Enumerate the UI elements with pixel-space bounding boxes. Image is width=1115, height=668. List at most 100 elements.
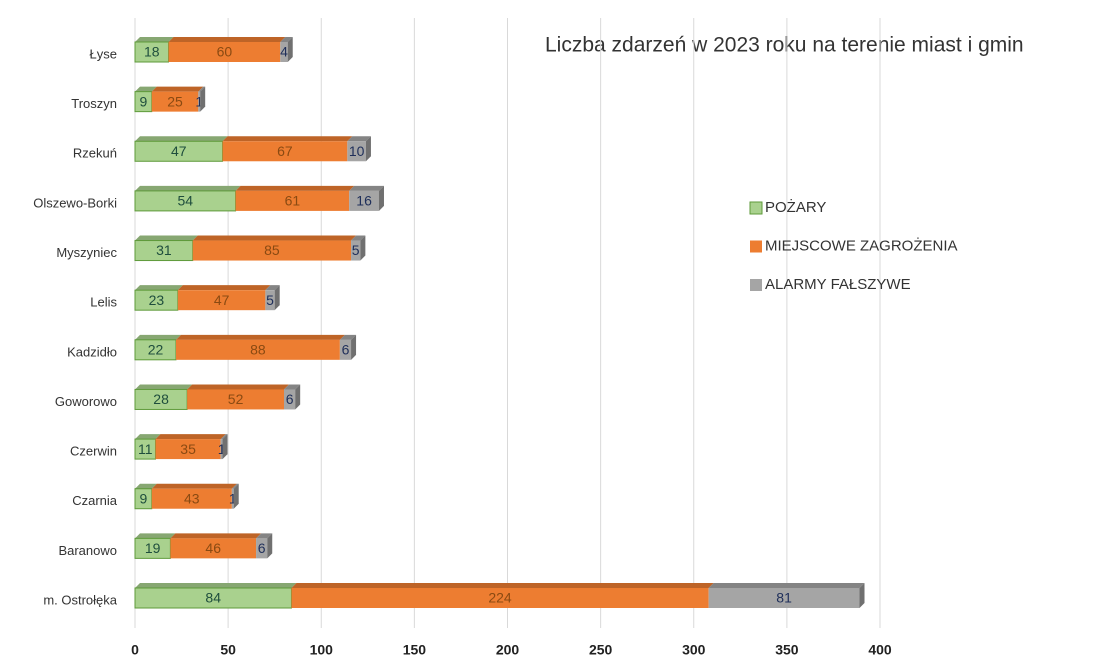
value-label: 11 — [138, 441, 153, 457]
value-label: 224 — [488, 590, 512, 606]
value-label: 25 — [167, 93, 183, 109]
bar-top — [265, 285, 280, 291]
bar — [151, 91, 199, 112]
bar — [256, 538, 268, 559]
x-tick-label: 350 — [775, 642, 799, 658]
bar-side — [200, 86, 206, 112]
value-label: 1 — [195, 93, 203, 109]
value-label: 81 — [776, 590, 792, 606]
bar-side — [859, 583, 865, 608]
category-label: Czarnia — [72, 493, 118, 508]
value-label: 6 — [258, 540, 266, 556]
bar-side — [351, 334, 357, 360]
value-label: 35 — [180, 441, 196, 457]
bar-top — [135, 185, 241, 191]
bar-top — [177, 285, 271, 291]
bar — [351, 240, 361, 261]
bar-top — [347, 136, 371, 142]
bar-side — [222, 434, 228, 460]
value-label: 1 — [229, 490, 237, 506]
category-label: Myszyniec — [56, 245, 117, 260]
value-label: 88 — [250, 342, 266, 358]
value-label: 9 — [139, 93, 147, 109]
bar-side — [365, 136, 371, 162]
value-label: 61 — [285, 193, 301, 209]
value-label: 19 — [145, 540, 161, 556]
value-label: 10 — [349, 143, 365, 159]
value-label: 46 — [205, 540, 221, 556]
bar — [151, 488, 232, 509]
bar-top — [135, 334, 181, 340]
bar-side — [295, 384, 301, 410]
bar-top — [235, 185, 355, 191]
bar-side — [360, 235, 366, 261]
value-label: 18 — [144, 44, 160, 60]
x-tick-label: 200 — [496, 642, 520, 658]
bar-top — [291, 583, 714, 588]
category-label: Troszyn — [71, 96, 117, 111]
bar — [155, 439, 221, 460]
category-label: Czerwin — [70, 444, 117, 459]
value-label: 85 — [264, 242, 280, 258]
x-tick-label: 250 — [589, 642, 613, 658]
value-label: 1 — [218, 441, 226, 457]
value-label: 54 — [177, 193, 193, 209]
bar-side — [378, 185, 384, 211]
value-label: 22 — [148, 342, 164, 358]
legend-swatch — [750, 240, 762, 253]
legend-label: ALARMY FAŁSZYWE — [765, 276, 911, 293]
bar — [235, 190, 350, 211]
bar-top — [175, 334, 345, 340]
value-label: 9 — [139, 490, 147, 506]
bar-top — [222, 136, 353, 142]
x-tick-label: 400 — [868, 642, 892, 658]
bar — [177, 290, 266, 311]
bar-top — [708, 583, 865, 588]
bar — [339, 339, 352, 360]
value-label: 31 — [156, 242, 172, 258]
value-label: 23 — [149, 292, 165, 308]
bar-top — [198, 86, 206, 92]
bar-top — [135, 235, 198, 241]
value-label: 47 — [171, 143, 187, 159]
value-label: 60 — [217, 44, 233, 60]
bar-top — [170, 533, 262, 539]
bar-top — [280, 37, 293, 42]
x-tick-label: 100 — [310, 642, 334, 658]
category-label: m. Ostrołęka — [43, 592, 117, 607]
bar-top — [151, 86, 204, 92]
bar — [291, 588, 709, 608]
bar-top — [231, 483, 239, 489]
bar — [192, 240, 352, 261]
bar-top — [135, 434, 161, 440]
category-label: Lelis — [90, 295, 117, 310]
value-label: 6 — [286, 391, 294, 407]
value-label: 6 — [342, 342, 350, 358]
bar — [187, 389, 284, 410]
value-label: 52 — [228, 391, 244, 407]
chart-title: Liczba zdarzeń w 2023 roku na terenie mi… — [545, 34, 1024, 57]
bar-top — [349, 185, 384, 191]
category-label: Rzekuń — [73, 146, 117, 161]
value-label: 28 — [153, 391, 169, 407]
bar — [222, 141, 348, 162]
x-tick-label: 300 — [682, 642, 706, 658]
x-tick-label: 0 — [131, 642, 139, 658]
bar-top — [256, 533, 273, 539]
value-label: 16 — [356, 193, 372, 209]
legend-swatch — [749, 201, 763, 215]
bar — [168, 42, 281, 62]
bar-side — [267, 533, 273, 559]
bar — [349, 190, 379, 211]
bar-top — [135, 384, 193, 390]
bar — [175, 339, 340, 360]
bar — [170, 538, 257, 559]
bar-top — [168, 37, 286, 42]
bar — [708, 588, 860, 608]
bar-top — [135, 583, 297, 588]
bar-side — [233, 483, 239, 509]
bar-top — [220, 434, 228, 440]
bar — [265, 290, 275, 311]
bar-top — [151, 483, 237, 489]
category-label: Kadzidło — [67, 344, 117, 359]
